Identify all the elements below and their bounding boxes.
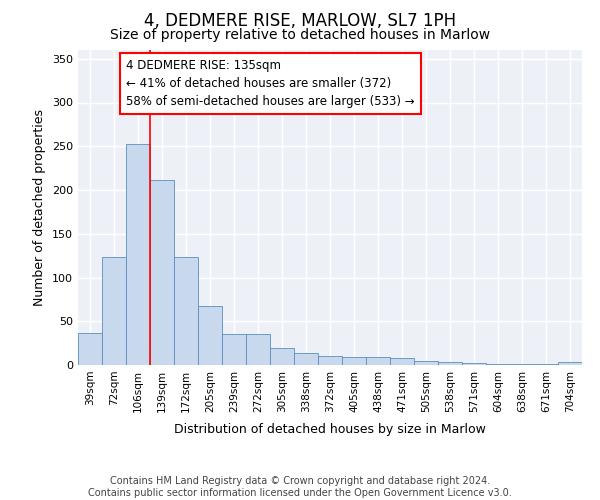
Bar xyxy=(247,334,269,365)
Bar xyxy=(271,348,293,365)
X-axis label: Distribution of detached houses by size in Marlow: Distribution of detached houses by size … xyxy=(174,423,486,436)
Text: 4 DEDMERE RISE: 135sqm
← 41% of detached houses are smaller (372)
58% of semi-de: 4 DEDMERE RISE: 135sqm ← 41% of detached… xyxy=(126,58,415,108)
Bar xyxy=(151,180,173,365)
Bar xyxy=(463,363,485,365)
Text: Contains HM Land Registry data © Crown copyright and database right 2024.
Contai: Contains HM Land Registry data © Crown c… xyxy=(88,476,512,498)
Bar xyxy=(199,306,221,365)
Text: Size of property relative to detached houses in Marlow: Size of property relative to detached ho… xyxy=(110,28,490,42)
Y-axis label: Number of detached properties: Number of detached properties xyxy=(34,109,46,306)
Bar xyxy=(319,356,341,365)
Bar xyxy=(79,332,101,365)
Bar xyxy=(439,362,461,365)
Bar xyxy=(367,357,389,365)
Bar xyxy=(175,256,197,365)
Bar xyxy=(343,357,365,365)
Bar xyxy=(223,334,245,365)
Bar xyxy=(127,144,149,365)
Bar xyxy=(391,358,413,365)
Bar xyxy=(103,258,125,365)
Text: 4, DEDMERE RISE, MARLOW, SL7 1PH: 4, DEDMERE RISE, MARLOW, SL7 1PH xyxy=(144,12,456,30)
Bar xyxy=(535,364,557,365)
Bar xyxy=(559,362,581,365)
Bar xyxy=(511,364,533,365)
Bar xyxy=(487,364,509,365)
Bar xyxy=(295,353,317,365)
Bar xyxy=(415,360,437,365)
